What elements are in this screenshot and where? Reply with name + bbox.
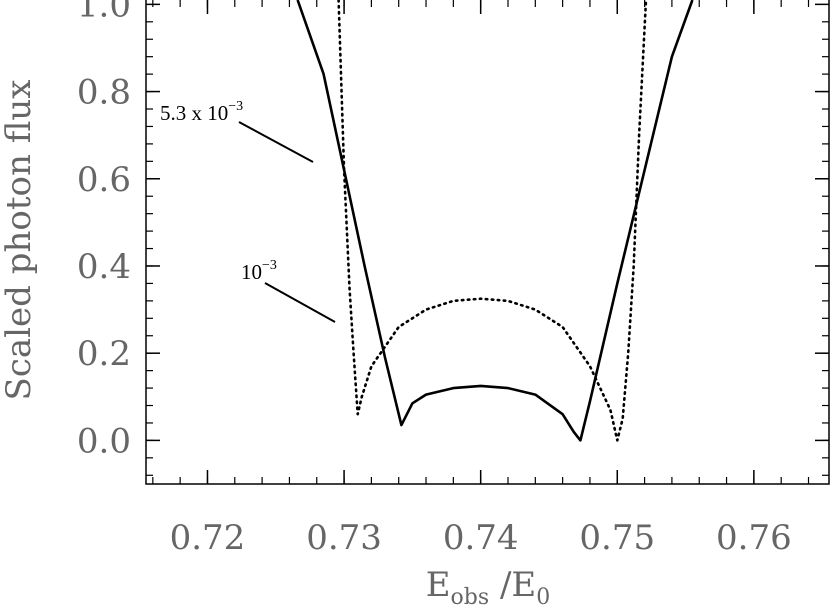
x-tick-label: 0.72 <box>170 518 246 558</box>
solid-series-line <box>296 0 694 442</box>
y-axis-title: Scaled photon flux <box>0 80 39 401</box>
x-tick-label: 0.75 <box>579 518 655 558</box>
annotation-label: 10−3 <box>241 258 277 284</box>
annotation-leader-line <box>238 121 314 163</box>
x-tick-label: 0.74 <box>443 518 519 558</box>
series-layer <box>296 0 694 442</box>
x-tick-label: 0.76 <box>716 518 792 558</box>
x-tick-labels: 0.72 0.73 0.74 0.75 0.76 <box>170 518 792 558</box>
plot-frame <box>145 0 830 485</box>
y-tick-label: 0.0 <box>77 421 131 461</box>
dotted-series-line <box>337 0 648 442</box>
annotation-leader-line <box>264 282 336 323</box>
y-tick-label: 0.2 <box>77 334 131 374</box>
y-tick-label: 1.0 <box>77 0 131 25</box>
annotation-label: 5.3 x 10−3 <box>160 99 243 125</box>
x-tick-label: 0.73 <box>306 518 382 558</box>
y-tick-label: 0.6 <box>77 160 131 200</box>
annotation-layer: 5.3 x 10−3 10−3 <box>160 99 336 323</box>
axis-ticks <box>146 0 829 484</box>
y-tick-label: 0.4 <box>77 247 131 287</box>
x-axis-title: Eobs /E0 <box>426 565 551 607</box>
y-tick-labels: 0.0 0.2 0.4 0.6 0.8 1.0 <box>77 0 131 461</box>
y-tick-label: 0.8 <box>77 73 131 113</box>
